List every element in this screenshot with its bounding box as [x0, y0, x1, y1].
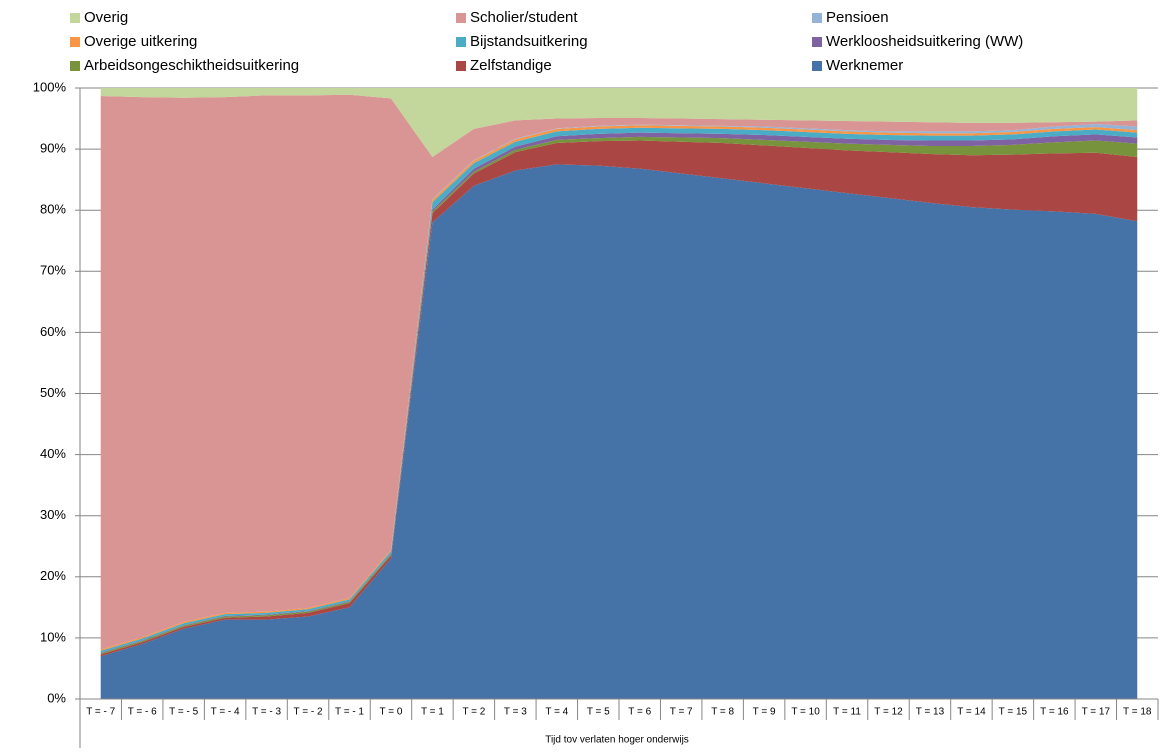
y-tick-label: 0% — [47, 690, 66, 705]
x-tick-label: T = - 2 — [294, 707, 323, 718]
y-tick-label: 40% — [40, 446, 66, 461]
x-tick-label: T = 6 — [628, 707, 651, 718]
y-tick-label: 70% — [40, 263, 66, 278]
y-tick-label: 80% — [40, 202, 66, 217]
legend-label: Werknemer — [826, 57, 903, 74]
x-tick-label: T = 15 — [999, 707, 1028, 718]
x-tick-label: T = 16 — [1040, 707, 1069, 718]
x-tick-label: T = - 1 — [335, 707, 364, 718]
legend-swatch — [812, 13, 822, 23]
x-tick-label: T = 1 — [421, 707, 444, 718]
x-tick-label: T = - 4 — [211, 707, 240, 718]
x-axis-title: Tijd tov verlaten hoger onderwijs — [545, 735, 689, 746]
area — [100, 94, 1138, 650]
x-tick-label: T = 2 — [462, 707, 485, 718]
y-tick-label: 100% — [33, 79, 67, 94]
x-tick-label: T = 4 — [545, 707, 568, 718]
x-tick-label: T = - 3 — [252, 707, 281, 718]
y-tick-label: 50% — [40, 385, 66, 400]
legend-label: Pensioen — [826, 9, 889, 26]
x-tick-label: T = 11 — [833, 707, 861, 718]
legend-label: Scholier/student — [470, 9, 578, 26]
legend-label: Overige uitkering — [84, 33, 197, 50]
legend-swatch — [70, 37, 80, 47]
area — [100, 140, 1138, 657]
x-tick-label: T = 17 — [1082, 707, 1111, 718]
area — [100, 88, 1138, 158]
x-tick-label: T = 14 — [957, 707, 986, 718]
x-tick-label: T = 3 — [504, 707, 527, 718]
legend-label: Zelfstandige — [470, 57, 552, 74]
x-tick-label: T = 18 — [1123, 707, 1152, 718]
x-tick-label: T = 9 — [753, 707, 776, 718]
x-tick-label: T = 7 — [670, 707, 693, 718]
legend-label: Bijstandsuitkering — [470, 33, 588, 50]
x-tick-label: T = - 5 — [169, 707, 198, 718]
legend-swatch — [812, 37, 822, 47]
x-tick-label: T = 8 — [711, 707, 734, 718]
legend-label: Werkloosheidsuitkering (WW) — [826, 33, 1023, 50]
legend-label: Arbeidsongeschiktheidsuitkering — [84, 57, 299, 74]
x-tick-label: T = - 7 — [86, 707, 115, 718]
legend-label: Overig — [84, 9, 128, 26]
legend-swatch — [70, 61, 80, 71]
y-tick-label: 20% — [40, 568, 66, 583]
x-tick-label: T = - 6 — [128, 707, 157, 718]
x-tick-label: T = 0 — [380, 707, 403, 718]
legend-swatch — [456, 61, 466, 71]
x-tick-label: T = 13 — [916, 707, 945, 718]
y-tick-label: 90% — [40, 141, 66, 156]
y-tick-label: 30% — [40, 507, 66, 522]
x-tick-label: T = 12 — [874, 707, 903, 718]
legend-swatch — [812, 61, 822, 71]
legend-swatch — [456, 13, 466, 23]
legend-swatch — [70, 13, 80, 23]
y-tick-label: 10% — [40, 629, 66, 644]
legend-swatch — [456, 37, 466, 47]
x-tick-label: T = 10 — [791, 707, 820, 718]
y-tick-label: 60% — [40, 324, 66, 339]
x-tick-label: T = 5 — [587, 707, 610, 718]
area — [100, 164, 1138, 699]
